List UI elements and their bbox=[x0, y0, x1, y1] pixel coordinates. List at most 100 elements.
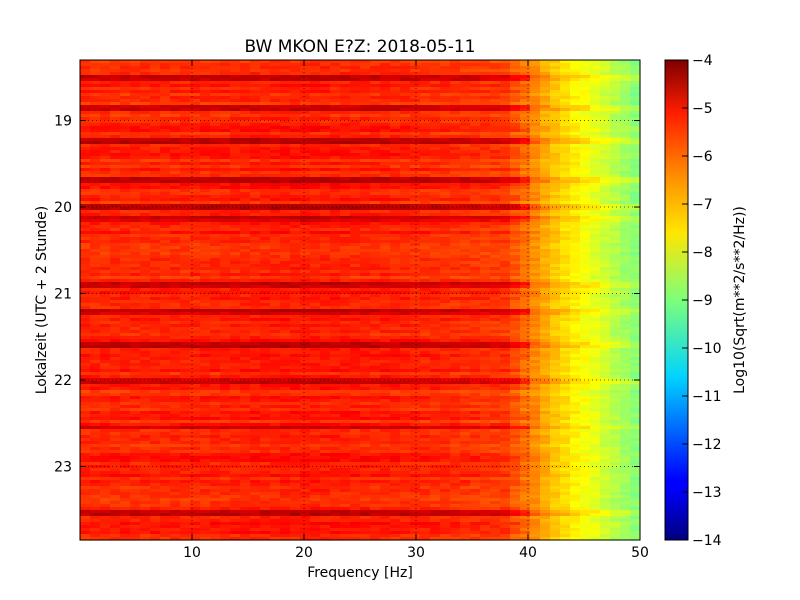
spectrogram-cell bbox=[450, 165, 461, 169]
spectrogram-cell bbox=[110, 120, 121, 124]
spectrogram-cell bbox=[220, 90, 231, 94]
spectrogram-cell bbox=[190, 60, 201, 64]
spectrogram-cell bbox=[170, 165, 181, 169]
spectrogram-cell bbox=[210, 156, 221, 160]
spectrogram-cell bbox=[300, 177, 311, 181]
spectrogram-cell bbox=[380, 129, 391, 133]
spectrogram-cell bbox=[160, 174, 171, 178]
spectrogram-cell bbox=[90, 102, 101, 106]
spectrogram-cell bbox=[100, 153, 111, 157]
spectrogram-cell bbox=[90, 105, 101, 109]
spectrogram-cell bbox=[350, 156, 361, 160]
spectrogram-cell bbox=[300, 81, 311, 85]
spectrogram-cell bbox=[340, 141, 351, 145]
spectrogram-cell bbox=[170, 63, 181, 67]
spectrogram-cell bbox=[310, 72, 321, 76]
spectrogram-cell bbox=[120, 138, 131, 142]
spectrogram-cell bbox=[570, 75, 581, 79]
spectrogram-cell bbox=[110, 177, 121, 181]
spectrogram-cell bbox=[620, 147, 631, 151]
spectrogram-cell bbox=[160, 153, 171, 157]
spectrogram-cell bbox=[440, 117, 451, 121]
spectrogram-cell bbox=[200, 123, 211, 127]
spectrogram-cell bbox=[220, 129, 231, 133]
spectrogram-cell bbox=[170, 99, 181, 103]
spectrogram-cell bbox=[410, 144, 421, 148]
spectrogram-cell bbox=[530, 78, 541, 82]
spectrogram-cell bbox=[500, 177, 511, 181]
spectrogram-cell bbox=[570, 99, 581, 103]
spectrogram-cell bbox=[610, 138, 621, 142]
spectrogram-cell bbox=[350, 162, 361, 166]
spectrogram-cell bbox=[180, 132, 191, 136]
spectrogram-cell bbox=[630, 135, 641, 139]
spectrogram-cell bbox=[270, 114, 281, 118]
spectrogram-cell bbox=[340, 69, 351, 73]
spectrogram-cell bbox=[150, 69, 161, 73]
spectrogram-cell bbox=[80, 90, 91, 94]
spectrogram-cell bbox=[150, 150, 161, 154]
spectrogram-cell bbox=[400, 165, 411, 169]
spectrogram-cell bbox=[280, 159, 291, 163]
spectrogram-cell bbox=[310, 96, 321, 100]
spectrogram-cell bbox=[290, 105, 301, 109]
spectrogram-cell bbox=[490, 126, 501, 130]
spectrogram-cell bbox=[150, 153, 161, 157]
spectrogram-cell bbox=[390, 177, 401, 181]
spectrogram-cell bbox=[310, 60, 321, 64]
spectrogram-cell bbox=[210, 69, 221, 73]
spectrogram-cell bbox=[230, 87, 241, 91]
spectrogram-cell bbox=[390, 81, 401, 85]
spectrogram-cell bbox=[470, 156, 481, 160]
spectrogram-cell bbox=[170, 72, 181, 76]
spectrogram-cell bbox=[490, 168, 501, 172]
spectrogram-cell bbox=[220, 72, 231, 76]
spectrogram-cell bbox=[150, 156, 161, 160]
spectrogram-cell bbox=[220, 150, 231, 154]
spectrogram-cell bbox=[210, 111, 221, 115]
spectrogram-cell bbox=[260, 93, 271, 97]
spectrogram-cell bbox=[290, 165, 301, 169]
spectrogram-cell bbox=[560, 75, 571, 79]
spectrogram-cell bbox=[430, 141, 441, 145]
spectrogram-cell bbox=[530, 156, 541, 160]
spectrogram-cell bbox=[430, 126, 441, 130]
spectrogram-cell bbox=[110, 135, 121, 139]
spectrogram-cell bbox=[570, 72, 581, 76]
spectrogram-cell bbox=[250, 159, 261, 163]
spectrogram-cell bbox=[440, 177, 451, 181]
spectrogram-cell bbox=[210, 174, 221, 178]
spectrogram-cell bbox=[280, 129, 291, 133]
spectrogram-cell bbox=[570, 144, 581, 148]
spectrogram-cell bbox=[600, 129, 611, 133]
spectrogram-cell bbox=[90, 108, 101, 112]
spectrogram-cell bbox=[380, 87, 391, 91]
spectrogram-cell bbox=[430, 75, 441, 79]
spectrogram-cell bbox=[530, 120, 541, 124]
spectrogram-cell bbox=[110, 144, 121, 148]
spectrogram-cell bbox=[520, 90, 531, 94]
spectrogram-cell bbox=[110, 156, 121, 160]
spectrogram-cell bbox=[360, 84, 371, 88]
spectrogram-cell bbox=[540, 117, 551, 121]
spectrogram-cell bbox=[480, 111, 491, 115]
spectrogram-cell bbox=[220, 177, 231, 181]
spectrogram-cell bbox=[570, 126, 581, 130]
spectrogram-cell bbox=[370, 177, 381, 181]
spectrogram-cell bbox=[330, 159, 341, 163]
spectrogram-cell bbox=[360, 72, 371, 76]
spectrogram-cell bbox=[190, 171, 201, 175]
spectrogram-cell bbox=[150, 129, 161, 133]
spectrogram-cell bbox=[100, 78, 111, 82]
spectrogram-cell bbox=[110, 150, 121, 154]
spectrogram-cell bbox=[180, 99, 191, 103]
spectrogram-cell bbox=[110, 141, 121, 145]
spectrogram-cell bbox=[450, 60, 461, 64]
spectrogram-cell bbox=[560, 108, 571, 112]
spectrogram-cell bbox=[370, 147, 381, 151]
spectrogram-cell bbox=[410, 165, 421, 169]
spectrogram-cell bbox=[110, 129, 121, 133]
spectrogram-cell bbox=[250, 153, 261, 157]
spectrogram-cell bbox=[140, 63, 151, 67]
spectrogram-cell bbox=[450, 78, 461, 82]
